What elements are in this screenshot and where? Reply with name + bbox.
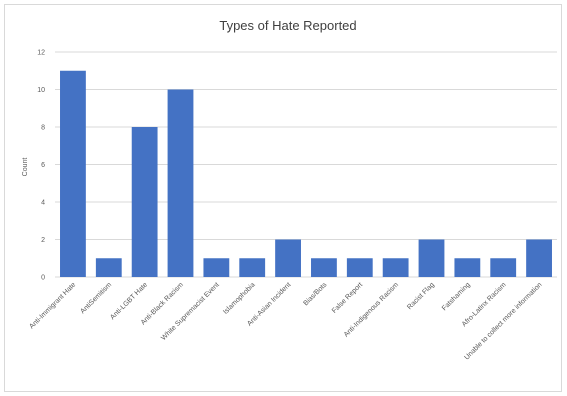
bar-chart: Types of Hate Reported Count 0 2 4 6 8 10 12 A… [22, 18, 557, 362]
bar [95, 258, 122, 277]
bar [526, 239, 552, 277]
x-tick-label: AntiSemitism [79, 281, 113, 315]
bars [60, 70, 552, 277]
x-tick-label: Islamophobia [222, 281, 256, 315]
y-tick-label: 6 [41, 162, 45, 169]
bar [131, 127, 158, 277]
y-tick-label: 8 [41, 125, 45, 132]
bar [239, 258, 266, 277]
bar [167, 89, 194, 277]
chart-frame: Types of Hate Reported Count 0 2 4 6 8 10 12 A… [4, 4, 562, 392]
y-tick-label: 10 [37, 87, 45, 94]
bar [60, 70, 86, 277]
y-tick-label: 4 [41, 200, 45, 207]
bar [203, 258, 230, 277]
gridlines [55, 51, 557, 278]
bar [490, 258, 517, 277]
x-tick-label: Racist Flag [406, 281, 436, 311]
x-tick-label: Unable to collect more information [463, 281, 543, 361]
bar [346, 258, 373, 277]
x-tick-label: Fatshaming [441, 281, 472, 312]
x-tick-label: False Report [331, 281, 364, 314]
y-tick-label: 2 [41, 237, 45, 244]
chart-title: Types of Hate Reported [219, 18, 356, 33]
y-axis-label: Count [22, 158, 29, 177]
bar [275, 239, 301, 277]
x-tick-label: Anti-Immigrant Hate [28, 281, 77, 330]
y-tick-labels: 0 2 4 6 8 10 12 [37, 50, 45, 282]
x-tick-label: Anti-LGBT Hate [109, 281, 149, 321]
x-tick-label: Bias/Bots [302, 281, 328, 307]
bar [418, 239, 445, 277]
bar [382, 258, 409, 277]
y-tick-label: 12 [37, 50, 45, 57]
x-tick-labels: Anti-Immigrant Hate AntiSemitismAnti-LGBT… [28, 281, 543, 361]
y-tick-label: 0 [41, 275, 45, 282]
bar [454, 258, 481, 277]
bar [311, 258, 337, 277]
x-tick-label: White Supremacist Event [160, 281, 221, 342]
